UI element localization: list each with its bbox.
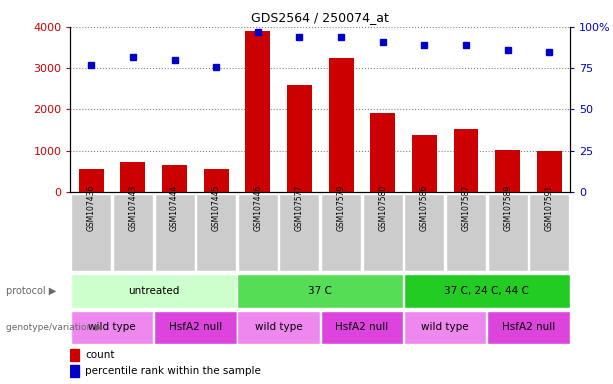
Text: GSM107586: GSM107586 [420, 184, 429, 231]
Bar [71, 194, 112, 271]
Bar [71, 274, 237, 308]
Bar [70, 349, 80, 361]
Bar [488, 194, 528, 271]
Text: GSM107587: GSM107587 [462, 184, 471, 231]
Text: GSM107580: GSM107580 [378, 184, 387, 231]
Bar [162, 165, 187, 192]
Text: 37 C: 37 C [308, 286, 332, 296]
Text: HsfA2 null: HsfA2 null [502, 322, 555, 333]
Text: GSM107591: GSM107591 [545, 184, 554, 231]
Bar [495, 150, 520, 192]
Bar [363, 194, 403, 271]
Bar [237, 274, 403, 308]
Bar [329, 58, 354, 192]
Text: genotype/variation ▶: genotype/variation ▶ [6, 323, 102, 332]
Text: HsfA2 null: HsfA2 null [169, 322, 222, 333]
Bar [71, 311, 153, 344]
Bar [404, 274, 569, 308]
Title: GDS2564 / 250074_at: GDS2564 / 250074_at [251, 11, 389, 24]
Bar [321, 311, 403, 344]
Bar [454, 129, 479, 192]
Text: GSM107445: GSM107445 [211, 184, 221, 231]
Text: wild type: wild type [255, 322, 302, 333]
Bar [537, 151, 562, 192]
Bar [245, 31, 270, 192]
Text: wild type: wild type [421, 322, 469, 333]
Bar [113, 194, 153, 271]
Text: GSM107579: GSM107579 [337, 184, 346, 231]
Bar [412, 135, 437, 192]
Bar [154, 194, 194, 271]
Text: percentile rank within the sample: percentile rank within the sample [85, 366, 261, 376]
Bar [196, 194, 236, 271]
Text: GSM107589: GSM107589 [503, 184, 512, 231]
Text: wild type: wild type [88, 322, 136, 333]
Bar [154, 311, 237, 344]
Bar [405, 194, 444, 271]
Bar [120, 162, 145, 192]
Bar [79, 169, 104, 192]
Text: count: count [85, 350, 115, 360]
Text: 37 C, 24 C, 44 C: 37 C, 24 C, 44 C [444, 286, 529, 296]
Bar [280, 194, 319, 271]
Text: HsfA2 null: HsfA2 null [335, 322, 389, 333]
Text: GSM107436: GSM107436 [87, 184, 96, 231]
Bar [446, 194, 486, 271]
Bar [287, 84, 312, 192]
Text: protocol ▶: protocol ▶ [6, 286, 56, 296]
Bar [370, 113, 395, 192]
Text: untreated: untreated [128, 286, 180, 296]
Bar [487, 311, 569, 344]
Text: GSM107443: GSM107443 [129, 184, 137, 231]
Bar [238, 194, 278, 271]
Text: GSM107444: GSM107444 [170, 184, 179, 231]
Bar [321, 194, 361, 271]
Bar [204, 169, 229, 192]
Text: GSM107577: GSM107577 [295, 184, 304, 231]
Bar [237, 311, 320, 344]
Text: GSM107446: GSM107446 [253, 184, 262, 231]
Bar [529, 194, 569, 271]
Bar [404, 311, 486, 344]
Bar [70, 365, 80, 377]
